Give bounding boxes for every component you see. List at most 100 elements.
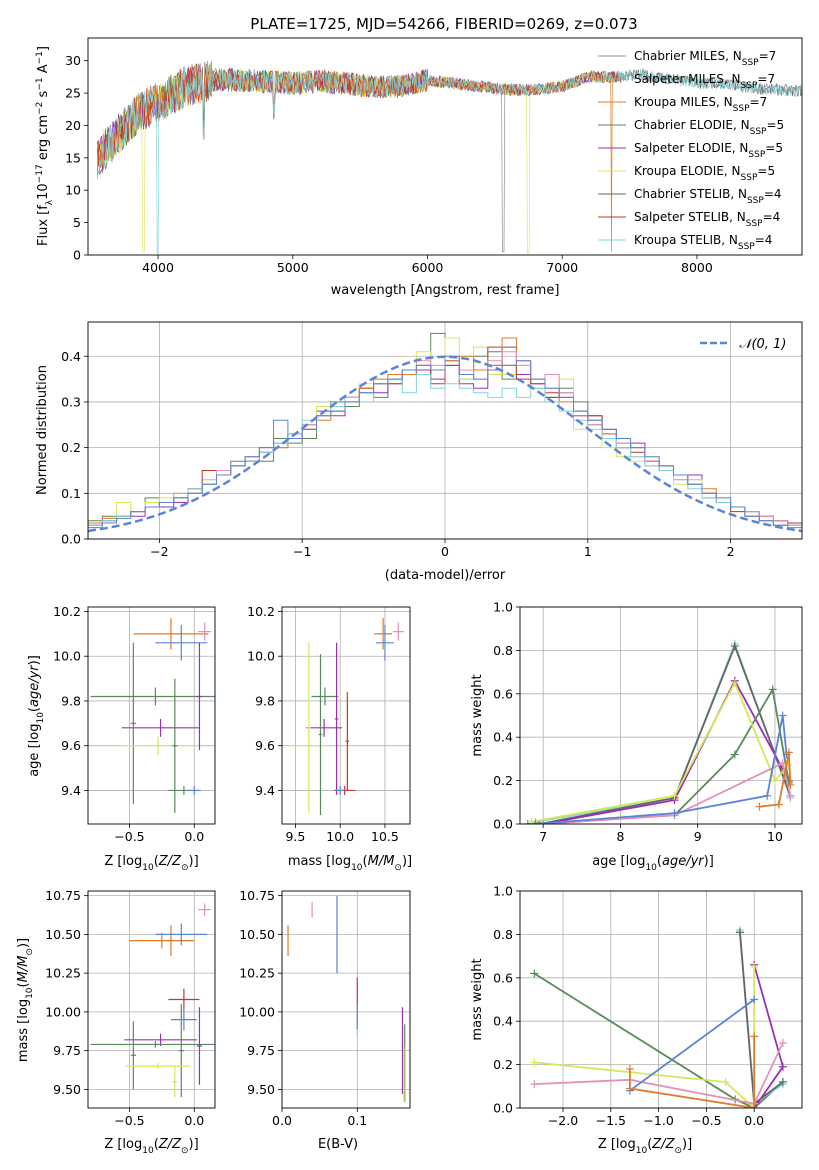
- x-axis-label: wavelength [Angstrom, rest frame]: [331, 283, 560, 298]
- x-tick-label: 0.0: [184, 1113, 204, 1128]
- label-run: SSP: [738, 242, 755, 252]
- label-run: Z/Z: [651, 1137, 675, 1152]
- label-run: )]: [682, 1137, 692, 1152]
- weight-marker: [730, 642, 739, 651]
- histogram-steps: [88, 332, 802, 539]
- x-tick-label: 8000: [681, 260, 713, 275]
- x-axis-label: Z [log10(Z/Z⊙)]: [598, 1137, 692, 1156]
- x-axis-label: Z [log10(Z/Z⊙)]: [104, 1137, 198, 1156]
- weight-marker: [535, 820, 544, 824]
- x-axis-label: Z [log10(Z/Z⊙)]: [104, 854, 198, 873]
- y-tick-label: 0.8: [493, 643, 513, 658]
- label-run: =5: [766, 118, 784, 132]
- label-run: SSP: [746, 219, 763, 229]
- label-run: 10: [142, 863, 154, 873]
- weight-series: [759, 752, 792, 808]
- y-axis-label: Flux [fλ10−17 erg cm−2 s−1 A−1]: [35, 46, 55, 246]
- x-tick-label: 9: [694, 829, 702, 844]
- x-tick-label: −1.0: [643, 1113, 673, 1128]
- x-tick-label: −2: [150, 544, 168, 559]
- x-tick-label: 10.0: [326, 829, 354, 844]
- y-tick-label: 9.8: [255, 693, 275, 708]
- label-run: Z [log: [104, 854, 142, 869]
- y-tick-label: 10.25: [239, 966, 275, 981]
- weight-marker: [670, 791, 679, 800]
- y-tick-label: 9.4: [61, 783, 81, 798]
- label-run: Salpeter MILES, N: [634, 72, 741, 86]
- label-run: Flux [f: [36, 205, 51, 246]
- weight-marker: [539, 820, 548, 824]
- legend-entry: Salpeter ELODIE, NSSP=5: [634, 141, 783, 160]
- x-tick-label: 8: [616, 829, 624, 844]
- weight-marker: [778, 759, 787, 768]
- weight-marker: [730, 678, 739, 687]
- label-run: −2: [35, 102, 45, 115]
- y-axis-label: age [log10(age/yr)]: [27, 655, 46, 777]
- y-tick-label: 0.4: [493, 730, 513, 745]
- y-tick-label: 20: [65, 118, 81, 133]
- weight-series: [629, 1036, 756, 1108]
- label-run: 10: [351, 863, 363, 873]
- weight-lines: [530, 926, 787, 1108]
- label-run: (: [647, 1137, 652, 1152]
- weight-marker: [770, 776, 779, 785]
- legend-entry: Kroupa ELODIE, NSSP=5: [634, 164, 775, 183]
- weight-marker: [625, 1084, 634, 1093]
- weight-series: [543, 761, 792, 824]
- y-tick-label: 10.50: [239, 927, 275, 942]
- figure-title: PLATE=1725, MJD=54266, FIBERID=0269, z=0…: [250, 15, 637, 33]
- label-run: Chabrier ELODIE, N: [634, 118, 750, 132]
- label-run: mass [log: [288, 854, 351, 869]
- label-run: Chabrier MILES, N: [634, 49, 742, 63]
- label-run: age [log: [592, 854, 645, 869]
- weight-marker: [763, 791, 772, 800]
- weight-marker: [625, 1064, 634, 1073]
- label-run: =5: [765, 141, 783, 155]
- label-run: 10: [142, 1146, 154, 1156]
- y-tick-label: 9.75: [53, 1043, 81, 1058]
- label-run: 10: [25, 987, 35, 999]
- axes-frame: [519, 606, 803, 825]
- y-tick-label: 10.2: [53, 604, 81, 619]
- axes-frame: [87, 890, 216, 1109]
- label-run: )]: [402, 854, 412, 869]
- x-tick-label: 2: [727, 544, 735, 559]
- weight-marker: [750, 1032, 759, 1041]
- x-tick-label: 0: [441, 544, 449, 559]
- y-tick-label: 5: [73, 215, 81, 230]
- y-tick-label: 0.0: [493, 817, 513, 832]
- label-run: SSP: [748, 150, 765, 160]
- x-tick-label: 0.0: [184, 829, 204, 844]
- weight-series: [535, 641, 792, 823]
- weight-marker: [784, 761, 793, 770]
- weight-marker: [768, 685, 777, 694]
- y-tick-label: 9.6: [255, 738, 275, 753]
- age-vs-mass-plot: 9.5 10.0 10.5 9.4 9.6 9.8 10.0 10.2 mass [log10(…: [247, 604, 412, 873]
- x-tick-label: 9.5: [285, 829, 305, 844]
- y-tick-label: 10.50: [45, 927, 81, 942]
- weight-series: [534, 967, 756, 1108]
- y-tick-label: 10.0: [53, 649, 81, 664]
- y-tick-label: 15: [65, 150, 81, 165]
- weight-marker: [735, 928, 744, 937]
- y-axis-label: Normed distribution: [35, 365, 50, 495]
- label-run: Salpeter STELIB, N: [634, 210, 746, 224]
- label-run: 10: [36, 712, 46, 724]
- label-run: ⊙: [181, 1146, 189, 1156]
- weight-marker: [730, 750, 739, 759]
- y-tick-label: 0: [73, 248, 81, 263]
- weight-series: [543, 678, 790, 824]
- y-tick-label: 9.50: [53, 1082, 81, 1097]
- weight-marker: [750, 1104, 759, 1108]
- label-run: ⊙: [674, 1146, 682, 1156]
- x-tick-label: 5000: [277, 260, 309, 275]
- errorbar-points: [289, 618, 404, 816]
- label-run: =7: [757, 72, 775, 86]
- label-run: 10: [36, 183, 51, 200]
- y-tick-label: 10.0: [247, 649, 275, 664]
- label-run: SSP: [733, 104, 750, 114]
- legend-entry: 𝒩(0, 1): [739, 337, 786, 352]
- label-run: =4: [764, 187, 782, 201]
- weight-marker: [778, 711, 787, 720]
- y-tick-label: 0.2: [493, 773, 513, 788]
